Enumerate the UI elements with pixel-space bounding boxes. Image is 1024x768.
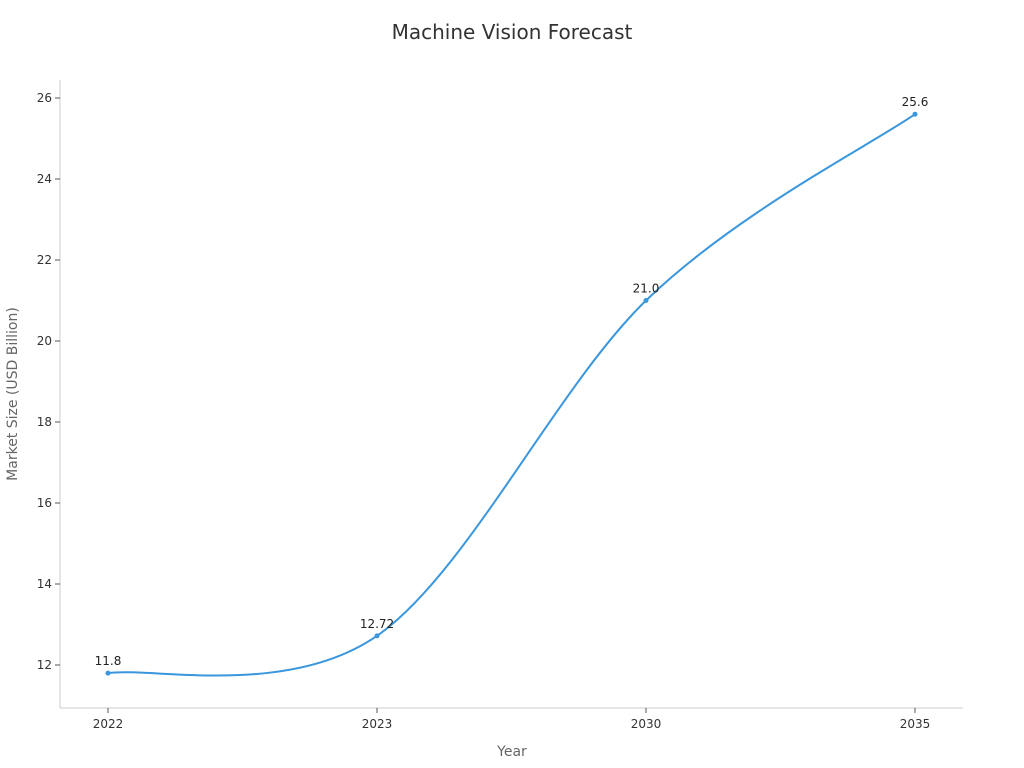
x-tick-label: 2035 — [900, 717, 931, 731]
data-label: 25.6 — [902, 95, 929, 109]
y-tick-label: 22 — [37, 253, 52, 267]
data-label: 21.0 — [633, 282, 660, 296]
data-label: 12.72 — [360, 617, 394, 631]
data-label: 11.8 — [95, 654, 122, 668]
data-point — [105, 670, 111, 676]
data-point — [912, 111, 918, 117]
series-line — [107, 113, 916, 677]
data-labels: 11.8 12.72 21.0 25.6 — [95, 95, 929, 668]
y-tick-label: 20 — [37, 334, 52, 348]
y-tick-label: 16 — [37, 496, 52, 510]
y-axis-ticks: 12 14 16 18 20 22 24 26 — [37, 91, 60, 672]
data-points — [105, 111, 918, 676]
y-tick-label: 12 — [37, 658, 52, 672]
y-tick-label: 14 — [37, 577, 52, 591]
y-axis-title: Market Size (USD Billion) — [5, 307, 21, 481]
data-point — [374, 633, 380, 639]
data-point — [643, 298, 649, 303]
y-tick-label: 18 — [37, 415, 52, 429]
x-tick-label: 2023 — [362, 717, 393, 731]
y-tick-label: 26 — [37, 91, 52, 105]
x-axis-title: Year — [496, 744, 527, 760]
y-tick-label: 24 — [37, 172, 52, 186]
x-tick-label: 2030 — [631, 717, 662, 731]
chart-title: Machine Vision Forecast — [391, 20, 633, 44]
x-tick-label: 2022 — [93, 717, 124, 731]
x-axis-ticks: 2022 2023 2030 2035 — [93, 708, 931, 731]
